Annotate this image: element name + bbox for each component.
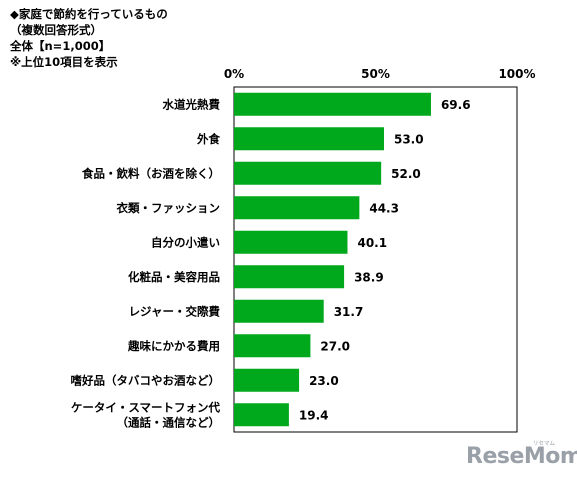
category-label: 化粧品・美容用品 (128, 270, 220, 284)
value-label: 19.4 (299, 408, 329, 422)
bar (234, 161, 382, 185)
top10-note: ※上位10項目を表示 (10, 55, 118, 69)
chart-subtitle: （複数回答形式） (10, 23, 102, 37)
value-label: 38.9 (354, 270, 384, 284)
category-label: 趣味にかかる費用 (127, 339, 220, 353)
category-label: 嗜好品（タバコやお酒など） (71, 373, 221, 387)
value-label: 52.0 (391, 167, 421, 181)
value-label: 53.0 (394, 132, 424, 146)
value-label: 40.1 (357, 236, 387, 250)
resemom-logo: ReseMom (466, 444, 577, 469)
bar (234, 92, 431, 116)
bar (234, 299, 324, 323)
bar (234, 334, 311, 358)
chart-title: ◆家庭で節約を行っているもの (10, 7, 168, 21)
bar (234, 196, 360, 220)
value-label: 31.7 (334, 305, 364, 319)
category-label: 衣類・ファッション (117, 201, 221, 215)
category-label: レジャー・交際費 (129, 304, 221, 318)
bar (234, 368, 300, 392)
category-label: （通話・通信など） (117, 415, 221, 429)
category-label: 水道光熱費 (163, 97, 221, 111)
category-label: 自分の小遣い (151, 235, 220, 249)
value-label: 69.6 (441, 98, 471, 112)
sample-size-note: 全体【n=1,000】 (10, 39, 111, 53)
bar (234, 230, 348, 254)
category-label: 食品・飲料（お酒を除く） (82, 166, 220, 180)
plot-frame (233, 86, 518, 433)
chart-title-block: ◆家庭で節約を行っているもの （複数回答形式） 全体【n=1,000】 ※上位1… (10, 6, 168, 70)
resemom-logo-sub: リセマム (533, 441, 556, 447)
x-tick-label: 50% (361, 67, 390, 81)
x-tick-label: 0% (224, 67, 244, 81)
bar (234, 403, 289, 427)
value-label: 27.0 (320, 339, 350, 353)
value-label: 23.0 (309, 374, 339, 388)
category-label: 外食 (196, 132, 220, 146)
value-label: 44.3 (369, 201, 399, 215)
bar (234, 127, 384, 151)
x-tick-label: 100% (498, 67, 535, 81)
category-label: ケータイ・スマートフォン代 (71, 400, 221, 414)
bar (234, 265, 345, 289)
